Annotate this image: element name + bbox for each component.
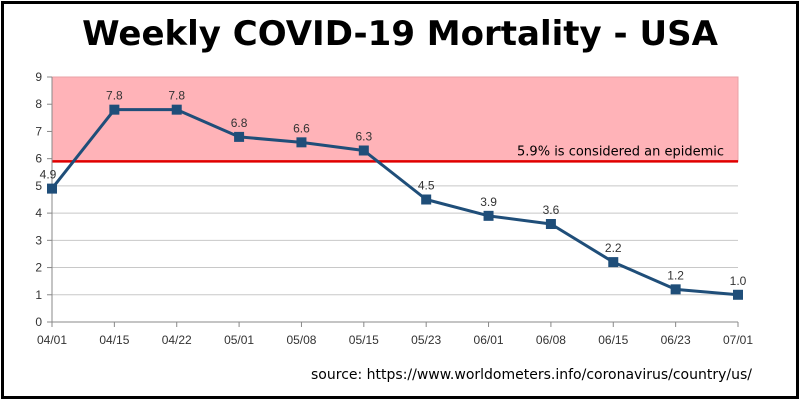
data-point-05/08 xyxy=(296,137,307,148)
x-tick-label: 05/15 xyxy=(349,333,379,347)
epidemic-band xyxy=(51,76,739,162)
y-tick-label: 3 xyxy=(35,233,42,247)
x-tick-label: 06/23 xyxy=(661,333,691,347)
x-tick-label: 06/08 xyxy=(536,333,566,347)
data-point-04/22 xyxy=(171,104,182,115)
data-point-06/15 xyxy=(608,257,619,268)
x-tick-label: 06/01 xyxy=(474,333,504,347)
x-tick-labels: 04/01 04/15 04/22 05/01 05/08 05/15 05/23 06/01… xyxy=(37,333,753,347)
x-tick-label: 04/22 xyxy=(162,333,192,347)
data-labels: 4.9 7.8 7.8 6.8 6.6 6.3 4.5 3.9 3.6 2.2 1.2 1.0 xyxy=(40,89,747,288)
data-label-06/01: 3.9 xyxy=(480,195,497,209)
data-label-05/15: 6.3 xyxy=(355,130,372,144)
data-label-05/23: 4.5 xyxy=(418,179,435,193)
data-label-05/08: 6.6 xyxy=(293,121,310,135)
data-point-04/15 xyxy=(109,104,120,115)
y-tick-label: 5 xyxy=(35,179,42,193)
y-tick-label: 9 xyxy=(35,70,42,84)
data-point-05/01 xyxy=(234,131,245,142)
data-point-04/01 xyxy=(47,183,57,194)
x-tick-label: 06/15 xyxy=(598,333,628,347)
epidemic-threshold-label: 5.9% is considered an epidemic xyxy=(517,144,724,159)
y-tick-labels: 0 1 2 3 4 5 6 7 8 9 xyxy=(35,70,42,329)
data-point-06/01 xyxy=(483,210,494,221)
y-tick-label: 0 xyxy=(35,315,42,329)
data-label-04/22: 7.8 xyxy=(168,89,185,103)
chart-title: Weekly COVID-19 Mortality - USA xyxy=(82,14,718,54)
mortality-series-line xyxy=(50,108,739,297)
y-tick-label: 4 xyxy=(35,206,42,220)
data-label-04/15: 7.8 xyxy=(106,89,123,103)
x-tick-label: 05/23 xyxy=(411,333,441,347)
data-label-05/01: 6.8 xyxy=(231,116,248,130)
x-tick-label: 04/01 xyxy=(37,333,67,347)
data-point-07/01 xyxy=(733,289,743,300)
axes xyxy=(47,76,739,327)
y-tick-label: 8 xyxy=(35,97,42,111)
data-point-06/23 xyxy=(670,284,681,295)
data-label-07/01: 1.0 xyxy=(730,274,747,288)
data-markers xyxy=(47,104,743,300)
data-label-06/08: 3.6 xyxy=(543,203,560,217)
x-tick-label: 04/15 xyxy=(99,333,129,347)
y-tick-label: 6 xyxy=(35,152,42,166)
y-tick-label: 2 xyxy=(35,261,42,275)
data-point-06/08 xyxy=(545,219,556,229)
data-label-06/15: 2.2 xyxy=(605,241,622,255)
x-tick-label: 07/01 xyxy=(723,333,753,347)
x-tick-label: 05/08 xyxy=(286,333,316,347)
data-label-06/23: 1.2 xyxy=(667,268,684,282)
x-tick-label: 05/01 xyxy=(224,333,254,347)
source-caption: source: https://www.worldometers.info/co… xyxy=(311,367,752,383)
data-label-04/01: 4.9 xyxy=(40,168,57,182)
data-point-05/15 xyxy=(358,145,369,156)
y-tick-label: 1 xyxy=(35,288,42,302)
y-tick-label: 7 xyxy=(35,124,42,138)
data-point-05/23 xyxy=(421,194,432,205)
